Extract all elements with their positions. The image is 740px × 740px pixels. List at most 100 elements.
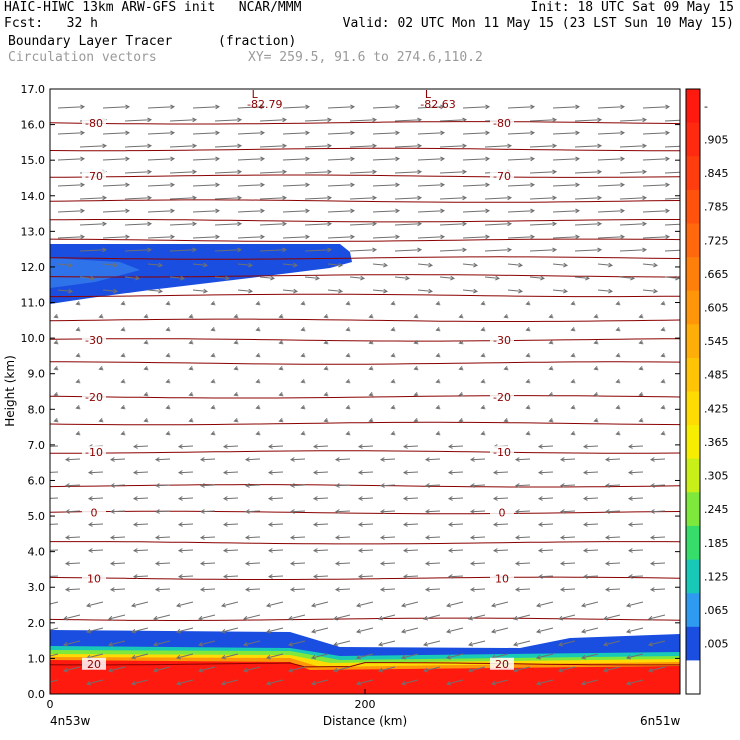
circulation-vector (417, 182, 446, 188)
circulation-vector (50, 575, 59, 577)
circulation-vector (278, 339, 284, 345)
circulation-vector (310, 653, 329, 660)
circulation-vector (210, 300, 216, 306)
circulation-vector (75, 378, 81, 384)
circulation-vector (570, 430, 576, 436)
circulation-vector (559, 535, 576, 540)
circulation-vector (64, 535, 81, 540)
circulation-vector (548, 339, 554, 345)
circulation-vector (368, 313, 374, 319)
circulation-vector (332, 614, 351, 621)
circulation-vector (233, 339, 239, 345)
circulation-vector (233, 365, 239, 371)
circulation-vector (552, 208, 581, 214)
circulation-vector (255, 378, 261, 384)
colorbar-swatch (686, 593, 700, 628)
circulation-vector (147, 208, 176, 214)
circulation-vector (537, 522, 554, 527)
colorbar-swatch (686, 122, 700, 157)
circulation-vector (529, 143, 558, 149)
circulation-vector (604, 587, 621, 592)
circulation-vector (53, 313, 59, 319)
circulation-vector (143, 365, 149, 371)
circulation-vector (642, 208, 671, 214)
circulation-vector (552, 156, 581, 162)
contour-line (50, 274, 680, 278)
circulation-vector (445, 601, 464, 608)
colorbar-swatch (686, 89, 700, 124)
circulation-vector (87, 496, 104, 501)
circulation-vector (627, 470, 644, 475)
circulation-vector (424, 561, 441, 566)
circulation-vector (304, 247, 333, 253)
circulation-vector (349, 247, 378, 253)
circulation-vector (242, 614, 261, 621)
circulation-vector (199, 587, 216, 592)
contour-line (50, 199, 680, 203)
circulation-vector (447, 470, 464, 475)
circulation-vector (244, 509, 261, 514)
circulation-vector (323, 417, 329, 423)
colorbar-label: .065 (704, 604, 729, 617)
circulation-vector (593, 391, 599, 397)
circulation-vector (424, 509, 441, 514)
circulation-vector (199, 457, 216, 462)
circulation-vector (593, 365, 599, 371)
circulation-vector (192, 288, 209, 294)
circulation-vector (619, 169, 648, 175)
circulation-vector (582, 496, 599, 501)
circulation-vector (57, 104, 86, 110)
circulation-vector (177, 574, 194, 579)
init-time: Init: 18 UTC Sat 09 May 15 (530, 0, 735, 15)
circulation-vector (357, 548, 374, 553)
circulation-vector (649, 509, 666, 514)
circulation-vector (102, 104, 131, 110)
circulation-vector (368, 365, 374, 371)
circulation-vector (50, 445, 59, 447)
colorbar-swatch (686, 458, 700, 493)
field-name: Boundary Layer Tracer (8, 34, 173, 49)
circulation-vector (349, 143, 378, 149)
circulation-vector (57, 262, 74, 268)
contour-label: -10 (85, 446, 103, 459)
x-tick-label: 0 (47, 698, 54, 711)
circulation-vector (98, 313, 104, 319)
circulation-vector (120, 430, 126, 436)
contour-label-bg (490, 390, 514, 403)
circulation-vector (177, 548, 194, 553)
circulation-vector (422, 640, 441, 647)
circulation-vector (507, 208, 536, 214)
circulation-vector (394, 143, 423, 149)
colorbar-label: .305 (704, 470, 729, 483)
contour-line (50, 421, 680, 426)
circulation-vector (390, 326, 396, 332)
circulation-vector (210, 404, 216, 410)
circulation-vector (143, 313, 149, 319)
circulation-vector (458, 313, 464, 319)
circulation-vector (188, 313, 194, 319)
circulation-vector (664, 275, 680, 281)
circulation-vector (132, 522, 149, 527)
circulation-vector (467, 614, 486, 621)
circulation-vector (109, 535, 126, 540)
circulation-vector (197, 614, 216, 621)
circulation-vector (580, 627, 599, 634)
circulation-vector (372, 262, 389, 268)
circulation-vector (379, 509, 396, 514)
circulation-vector (50, 627, 59, 631)
circulation-vector (57, 130, 86, 136)
circulation-vector (529, 221, 558, 227)
circulation-vector (625, 601, 644, 608)
circulation-vector (469, 587, 486, 592)
circulation-vector (548, 313, 554, 319)
valid-time: Valid: 02 UTC Mon 11 May 15 (23 LST Sun … (342, 16, 734, 31)
circulation-vector (492, 496, 509, 501)
y-tick-label: 13.0 (21, 225, 46, 238)
circulation-vector (462, 104, 491, 110)
circulation-vector (552, 262, 569, 268)
contour-line (50, 395, 680, 399)
circulation-vector (267, 548, 284, 553)
circulation-vector (87, 522, 104, 527)
circulation-vector (422, 614, 441, 621)
circulation-vector (435, 378, 441, 384)
